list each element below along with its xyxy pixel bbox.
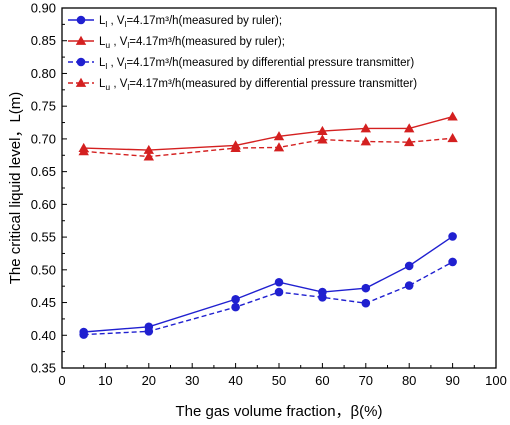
x-tick-label: 40 [228,373,242,388]
y-tick-label: 0.65 [31,164,56,179]
data-point [273,142,285,152]
legend-label: Ll , Vl=4.17m³/h(measured by differentia… [99,57,414,71]
data-point [447,111,458,121]
x-tick-label: 50 [272,373,286,388]
data-point [361,283,371,293]
x-tick-label: 90 [445,373,459,388]
y-tick-label: 0.50 [31,262,56,277]
data-point [404,261,414,271]
y-tick-label: 0.55 [31,230,56,245]
series-2 [78,111,458,154]
x-tick-label: 80 [402,373,416,388]
data-point [404,136,415,147]
data-point [360,123,371,133]
y-tick-label: 0.90 [31,1,56,16]
y-axis-label: The critical liquid level，L(m) [7,92,24,285]
legend-entry: Ll , Vl=4.17m³/h(measured by differentia… [68,57,414,71]
y-tick-label: 0.60 [31,197,56,212]
legend-label: Lu , Vl=4.17m³/h(measured by differentia… [99,78,417,92]
data-point [79,330,88,339]
x-tick-label: 30 [185,373,199,388]
y-tick-label: 0.85 [31,33,56,48]
series-layer [78,111,458,339]
data-point [143,151,154,161]
data-point [361,298,371,308]
legend-label: Ll , Vl=4.17m³/h(measured by ruler); [99,15,282,29]
data-point [317,134,328,144]
x-tick-label: 70 [359,373,373,388]
data-point [143,144,154,154]
y-tick-label: 0.45 [31,295,56,310]
y-tick-label: 0.35 [31,361,56,376]
legend: Ll , Vl=4.17m³/h(measured by ruler); Lu ,… [68,15,417,92]
series-line [83,137,453,158]
x-tick-label: 60 [315,373,329,388]
legend-marker [75,77,87,87]
data-point [360,136,371,146]
data-point [230,142,241,152]
series-1 [79,232,457,337]
data-point [317,125,328,135]
y-tick-label: 0.80 [31,66,56,81]
data-point [447,133,458,143]
legend-entry: Lu , Vl=4.17m³/h(measured by differentia… [68,77,417,92]
data-point [404,123,415,133]
x-tick-label: 10 [98,373,112,388]
x-tick-label: 0 [58,373,65,388]
legend-label: Lu , Vl=4.17m³/h(measured by ruler); [99,36,285,50]
plot-frame [61,7,497,369]
x-axis-label: The gas volume fraction，β(%) [175,403,382,420]
data-point [231,302,240,312]
data-point [404,281,414,290]
data-point [78,146,89,156]
legend-marker [75,35,87,45]
series-3 [79,257,457,339]
data-point [274,277,284,287]
series-line [83,261,453,336]
legend-entry: Lu , Vl=4.17m³/h(measured by ruler); [68,35,285,50]
data-point [274,287,284,297]
data-point [318,293,327,302]
series-4 [78,133,458,161]
legend-entry: Ll , Vl=4.17m³/h(measured by ruler); [68,15,282,29]
axis-ticks: 0 10 20 30 40 50 60 70 80 90 100 0.35 0.40 0.45 0.50 0.… [31,1,507,389]
legend-marker [76,57,86,67]
series-line [83,115,453,151]
data-point [231,294,240,304]
x-tick-label: 100 [485,373,507,388]
x-tick-label: 20 [142,373,156,388]
data-point [448,232,457,241]
data-point [144,327,154,336]
series-line [83,235,453,333]
data-point [273,131,285,141]
data-point [448,257,457,267]
legend-marker [76,15,86,25]
y-tick-label: 0.40 [31,328,56,343]
y-tick-label: 0.70 [31,131,56,146]
y-tick-label: 0.75 [31,99,56,114]
